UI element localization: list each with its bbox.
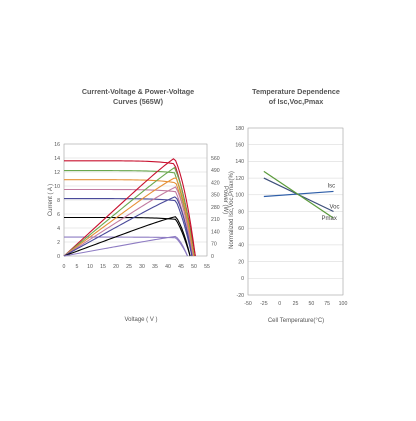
temp-x-tick-label: 0 bbox=[278, 301, 281, 307]
iv-y-tick-labels: 0 2 4 6 8 10 12 14 16 bbox=[54, 142, 60, 260]
temp-x-axis-label: Cell Temperature(°C) bbox=[268, 318, 324, 324]
iv-y2-tick-label: 0 bbox=[211, 254, 214, 260]
iv-x-axis-label: Voltage ( V ) bbox=[124, 317, 157, 323]
temp-x-tick-label: 50 bbox=[308, 301, 314, 307]
iv-y2-tick-label: 210 bbox=[211, 217, 220, 223]
iv-y-tick-label: 4 bbox=[57, 226, 60, 232]
iv-x-tick-labels: 0 5 10 15 20 25 30 35 40 45 50 55 bbox=[63, 264, 210, 270]
iv-y-tick-label: 14 bbox=[54, 156, 60, 162]
iv-chart-title-line-1: Current-Voltage & Power-Voltage bbox=[82, 87, 194, 96]
temp-y-tick-label: 100 bbox=[235, 193, 244, 199]
iv-x-tick-label: 30 bbox=[139, 264, 145, 270]
temp-y-tick-label: 180 bbox=[235, 126, 244, 132]
pv-curve-4 bbox=[63, 186, 194, 257]
temp-x-tick-labels: -50 -25 0 25 50 75 100 bbox=[244, 301, 347, 307]
iv-y2-axis-label: Power (W) bbox=[222, 186, 228, 214]
iv-x-tick-label: 15 bbox=[100, 264, 106, 270]
temp-y-tick-label: 60 bbox=[238, 226, 244, 232]
iv-x-tick-label: 50 bbox=[191, 264, 197, 270]
iv-curve-3 bbox=[64, 179, 195, 257]
pv-curve-7 bbox=[63, 235, 189, 257]
temp-x-tick-label: -50 bbox=[244, 301, 252, 307]
temp-series-label-pmax: Pmax bbox=[322, 216, 337, 222]
iv-x-tick-label: 20 bbox=[113, 264, 119, 270]
iv-chart: Current-Voltage & Power-Voltage Curves (… bbox=[48, 87, 228, 323]
iv-y-tick-label: 2 bbox=[57, 240, 60, 246]
temp-y-tick-label: 20 bbox=[238, 259, 244, 265]
temp-y-tick-labels: -20 0 20 40 60 80 100 120 140 160 180 bbox=[235, 126, 244, 299]
temp-grid bbox=[248, 127, 343, 296]
pv-curve-2 bbox=[63, 166, 195, 257]
iv-y-tick-label: 6 bbox=[57, 212, 60, 218]
iv-y-axis-label: Current ( A ) bbox=[48, 184, 54, 216]
iv-x-tick-label: 0 bbox=[63, 264, 66, 270]
iv-y2-tick-label: 420 bbox=[211, 180, 220, 186]
temp-x-tick-label: 25 bbox=[293, 301, 299, 307]
iv-curve-5 bbox=[64, 198, 193, 257]
pv-curves bbox=[63, 158, 196, 257]
temp-line-isc bbox=[263, 190, 334, 198]
temp-y-tick-label: 140 bbox=[235, 159, 244, 165]
iv-x-tick-label: 5 bbox=[76, 264, 79, 270]
iv-curve-4 bbox=[64, 188, 194, 257]
iv-y2-tick-label: 280 bbox=[211, 205, 220, 211]
iv-y-tick-label: 8 bbox=[57, 198, 60, 204]
iv-curve-2 bbox=[64, 170, 195, 257]
temp-series-lines bbox=[263, 170, 334, 219]
temp-y-tick-label: 120 bbox=[235, 176, 244, 182]
iv-x-tick-label: 45 bbox=[178, 264, 184, 270]
iv-curve-1 bbox=[64, 160, 196, 257]
temp-y-tick-label: 80 bbox=[238, 209, 244, 215]
temp-y-axis-label: Normalized Isc,Voc,Pmax(%) bbox=[229, 171, 235, 249]
iv-x-tick-label: 55 bbox=[204, 264, 210, 270]
pv-curve-6 bbox=[63, 216, 191, 257]
iv-x-tick-label: 25 bbox=[126, 264, 132, 270]
temp-y-tick-label: 40 bbox=[238, 243, 244, 249]
temp-series-label-voc: Voc bbox=[330, 205, 340, 211]
iv-y2-tick-label: 70 bbox=[211, 242, 217, 248]
temp-chart-title-line-1: Temperature Dependence bbox=[252, 87, 340, 96]
temp-chart-title-line-2: of Isc,Voc,Pmax bbox=[269, 97, 324, 106]
iv-y-tick-label: 16 bbox=[54, 142, 60, 148]
temp-series-labels: Isc Voc Pmax bbox=[322, 183, 340, 222]
temp-x-tick-label: 100 bbox=[339, 301, 348, 307]
pv-curve-5 bbox=[63, 196, 193, 257]
temp-x-tick-label: -25 bbox=[260, 301, 268, 307]
temperature-chart: Temperature Dependence of Isc,Voc,Pmax I… bbox=[229, 87, 347, 324]
pv-curve-3 bbox=[63, 177, 195, 257]
iv-chart-title-line-2: Curves (565W) bbox=[113, 97, 164, 106]
iv-y-tick-label: 12 bbox=[54, 170, 60, 176]
temp-line-pmax bbox=[263, 170, 334, 219]
pv-curve-1 bbox=[63, 158, 196, 257]
iv-y2-tick-labels: 0 70 140 210 280 350 420 490 560 bbox=[211, 156, 220, 260]
iv-y-tick-label: 0 bbox=[57, 254, 60, 260]
iv-x-tick-label: 35 bbox=[152, 264, 158, 270]
iv-y2-tick-label: 350 bbox=[211, 193, 220, 199]
iv-y2-tick-label: 560 bbox=[211, 156, 220, 162]
iv-y2-tick-label: 140 bbox=[211, 229, 220, 235]
iv-y-tick-label: 10 bbox=[54, 184, 60, 190]
temp-y-tick-label: 0 bbox=[241, 276, 244, 282]
temp-y-tick-label: 160 bbox=[235, 143, 244, 149]
temp-series-label-isc: Isc bbox=[328, 183, 336, 189]
iv-y2-tick-label: 490 bbox=[211, 168, 220, 174]
temp-y-tick-label: -20 bbox=[237, 293, 245, 299]
iv-x-tick-label: 40 bbox=[165, 264, 171, 270]
temp-x-tick-label: 75 bbox=[324, 301, 330, 307]
iv-x-tick-label: 10 bbox=[87, 264, 93, 270]
